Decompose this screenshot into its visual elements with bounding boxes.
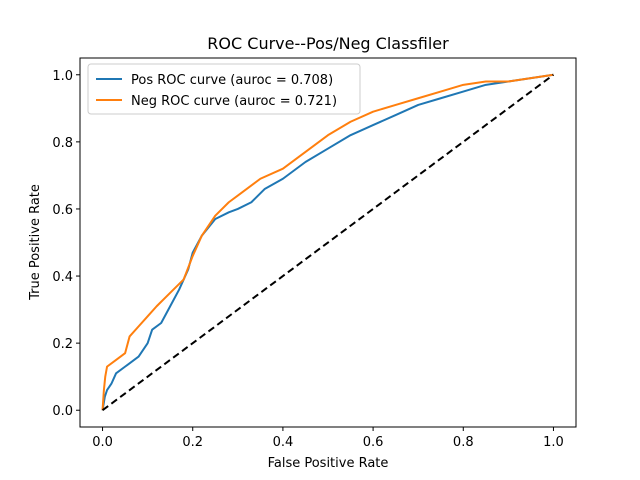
y-tick-label: 1.0 bbox=[52, 69, 73, 84]
x-axis-label: False Positive Rate bbox=[268, 456, 389, 471]
series-line-1 bbox=[101, 73, 554, 411]
x-tick-label: 0.2 bbox=[182, 435, 203, 450]
chance-diagonal-line bbox=[101, 73, 555, 412]
x-tick-label: 0.4 bbox=[273, 435, 294, 450]
y-tick-label: 0.4 bbox=[52, 270, 73, 285]
x-tick-label: 0.6 bbox=[363, 435, 384, 450]
legend: Pos ROC curve (auroc = 0.708) Neg ROC cur… bbox=[87, 63, 361, 115]
x-tick-label: 0.0 bbox=[92, 435, 113, 450]
legend-entry: Pos ROC curve (auroc = 0.708) bbox=[131, 73, 333, 88]
y-tick-label: 0.2 bbox=[52, 337, 73, 352]
y-tick-label: 0.6 bbox=[52, 203, 73, 218]
y-axis-label: True Positive Rate bbox=[28, 184, 43, 301]
plot-lines bbox=[101, 73, 555, 412]
x-axis-ticks: 0.0 0.2 0.4 0.6 0.8 1.0 bbox=[92, 427, 564, 450]
legend-box bbox=[87, 63, 361, 115]
y-tick-label: 0.8 bbox=[52, 136, 73, 151]
y-axis-ticks: 0.0 0.2 0.4 0.6 0.8 1.0 bbox=[52, 69, 80, 419]
x-tick-label: 0.8 bbox=[453, 435, 474, 450]
y-tick-label: 0.0 bbox=[52, 404, 73, 419]
chart-title: ROC Curve--Pos/Neg Classfiler bbox=[207, 34, 449, 53]
x-tick-label: 1.0 bbox=[543, 435, 564, 450]
plot-frame bbox=[79, 57, 577, 428]
series-line-0 bbox=[101, 73, 554, 411]
legend-entry: Neg ROC curve (auroc = 0.721) bbox=[131, 94, 337, 109]
